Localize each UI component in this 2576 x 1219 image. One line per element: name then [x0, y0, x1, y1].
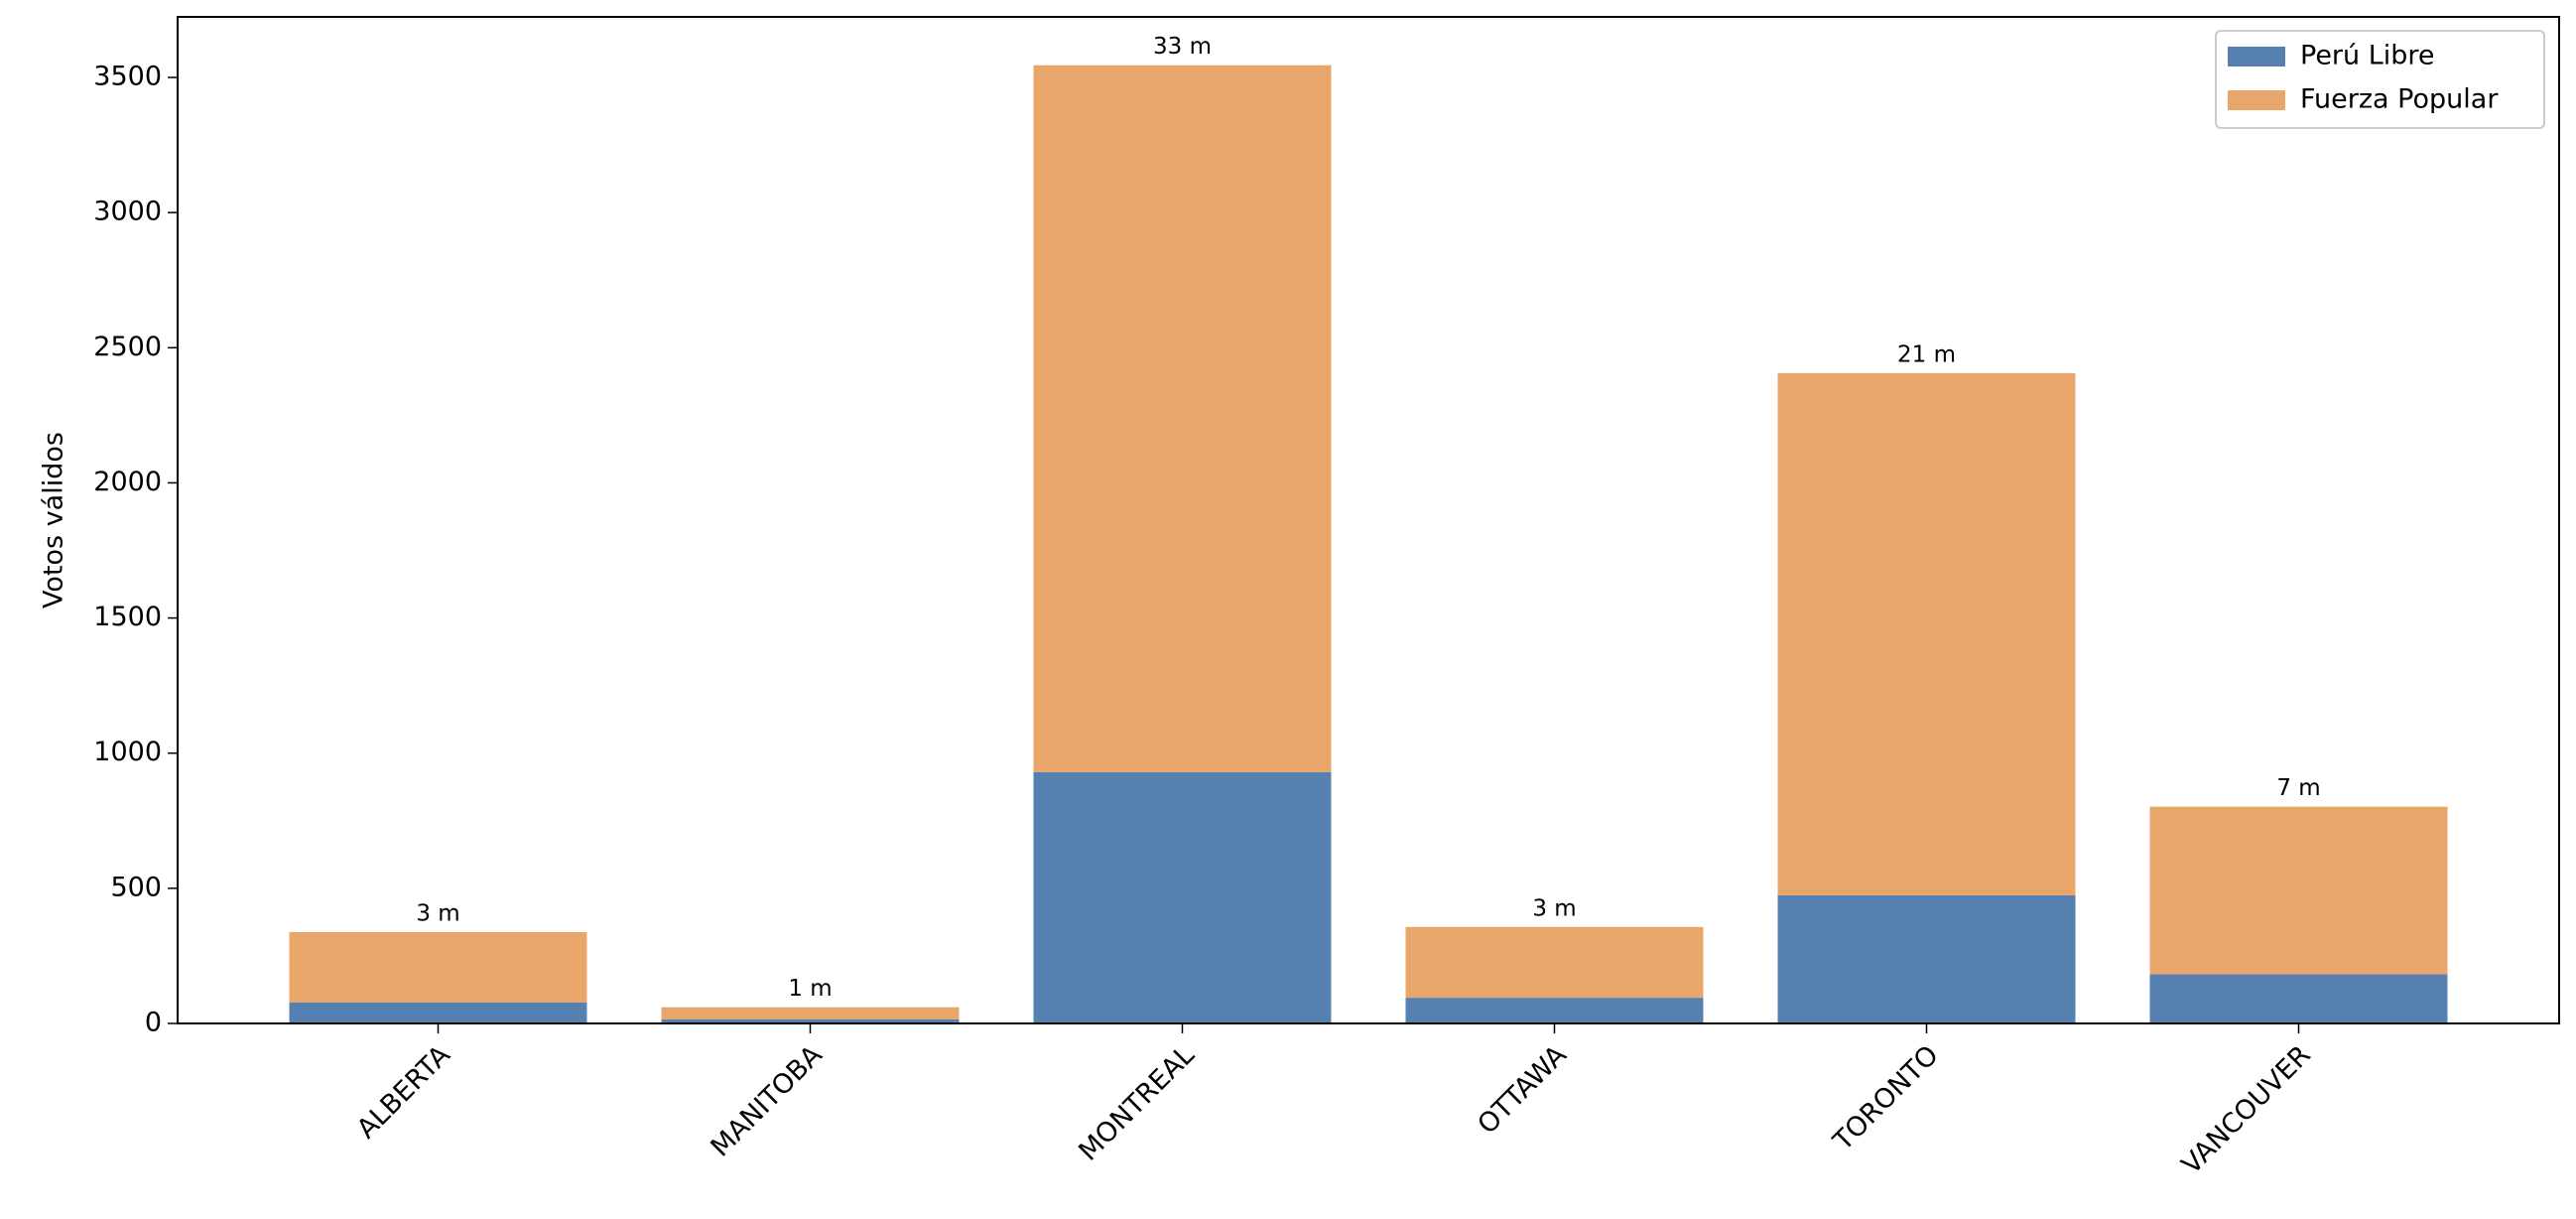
- bar-segment: [289, 931, 587, 1003]
- bar-segment: [1405, 998, 1704, 1023]
- bar-segment: [2149, 806, 2448, 975]
- bar-segment: [661, 1018, 960, 1023]
- y-tick-label: 3500: [93, 61, 162, 91]
- legend-swatch: [2228, 47, 2285, 67]
- y-tick-label: 0: [145, 1008, 162, 1038]
- y-tick-label: 2000: [93, 467, 162, 497]
- legend-box: [2215, 30, 2545, 129]
- bar-segment: [1777, 894, 2076, 1023]
- y-tick-label: 1500: [93, 602, 162, 632]
- legend-swatch: [2228, 90, 2285, 110]
- y-tick-label: 3000: [93, 197, 162, 227]
- bar-label: 33 m: [1153, 34, 1212, 60]
- y-tick-label: 1000: [93, 737, 162, 767]
- bar-segment: [1033, 65, 1332, 772]
- y-tick-label: 2500: [93, 332, 162, 362]
- bar-segment: [289, 1002, 587, 1023]
- bar-label: 3 m: [416, 900, 459, 926]
- y-axis-label: Votos válidos: [39, 432, 69, 609]
- bar-label: 7 m: [2276, 775, 2320, 801]
- x-tick-label: OTTAWA: [1472, 1039, 1573, 1141]
- x-tick-label: VANCOUVER: [2176, 1039, 2317, 1180]
- bar-segment: [1033, 771, 1332, 1023]
- x-tick-label: MANITOBA: [706, 1039, 830, 1163]
- y-tick-label: 500: [110, 872, 162, 902]
- x-tick-label: TORONTO: [1827, 1039, 1945, 1157]
- plot-frame: [177, 16, 2560, 1024]
- legend-label: Fuerza Popular: [2300, 84, 2499, 115]
- x-tick-label: ALBERTA: [351, 1039, 456, 1145]
- legend-label: Perú Libre: [2300, 41, 2435, 71]
- x-tick-label: MONTREAL: [1073, 1039, 1200, 1166]
- bar-label: 21 m: [1897, 341, 1956, 367]
- bar-segment: [1405, 926, 1704, 999]
- bar-segment: [661, 1007, 960, 1019]
- bar-segment: [1777, 372, 2076, 895]
- bar-segment: [2149, 974, 2448, 1023]
- bar-label: 1 m: [788, 976, 832, 1002]
- bar-label: 3 m: [1532, 895, 1576, 921]
